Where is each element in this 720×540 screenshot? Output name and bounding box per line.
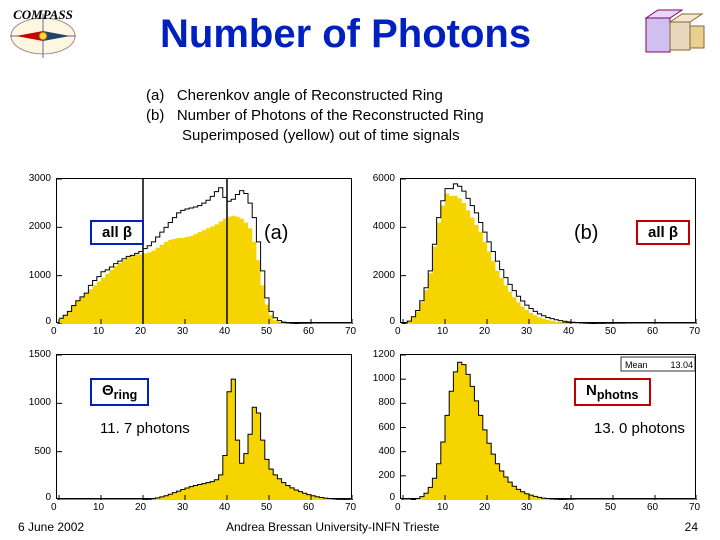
footer-page: 24 — [685, 520, 698, 534]
compass-logo: COMPASS — [6, 6, 80, 58]
panel-label-a: (a) — [264, 222, 288, 245]
panel-label-b: (b) — [574, 222, 598, 245]
label-photons-right: 13. 0 photons — [594, 420, 685, 437]
label-photons-left: 11. 7 photons — [100, 420, 190, 437]
description: (a) Cherenkov angle of Reconstructed Rin… — [146, 86, 484, 146]
detector-icon — [640, 6, 710, 62]
descr-a: Cherenkov angle of Reconstructed Ring — [177, 87, 443, 104]
tag-theta-ring: Θring — [90, 378, 149, 406]
tag-n-photns: Nphotns — [574, 378, 651, 406]
svg-text:COMPASS: COMPASS — [13, 7, 73, 22]
page-title: Number of Photons — [160, 12, 531, 57]
svg-text:Mean: Mean — [625, 360, 648, 370]
plot-b-top: 0102030405060702000400060000 — [400, 178, 696, 323]
descr-b: Number of Photons of the Reconstructed R… — [177, 107, 484, 124]
footer-date: 6 June 2002 — [18, 520, 84, 534]
descr-c: Superimposed (yellow) out of time signal… — [182, 127, 460, 144]
footer-author: Andrea Bressan University-INFN Trieste — [226, 520, 439, 534]
svg-text:13.04: 13.04 — [670, 360, 693, 370]
tag-all-beta-right: all β — [636, 220, 690, 245]
tag-all-beta-left: all β — [90, 220, 144, 245]
plot-a-top: 0102030405060701000200030000 — [56, 178, 352, 323]
